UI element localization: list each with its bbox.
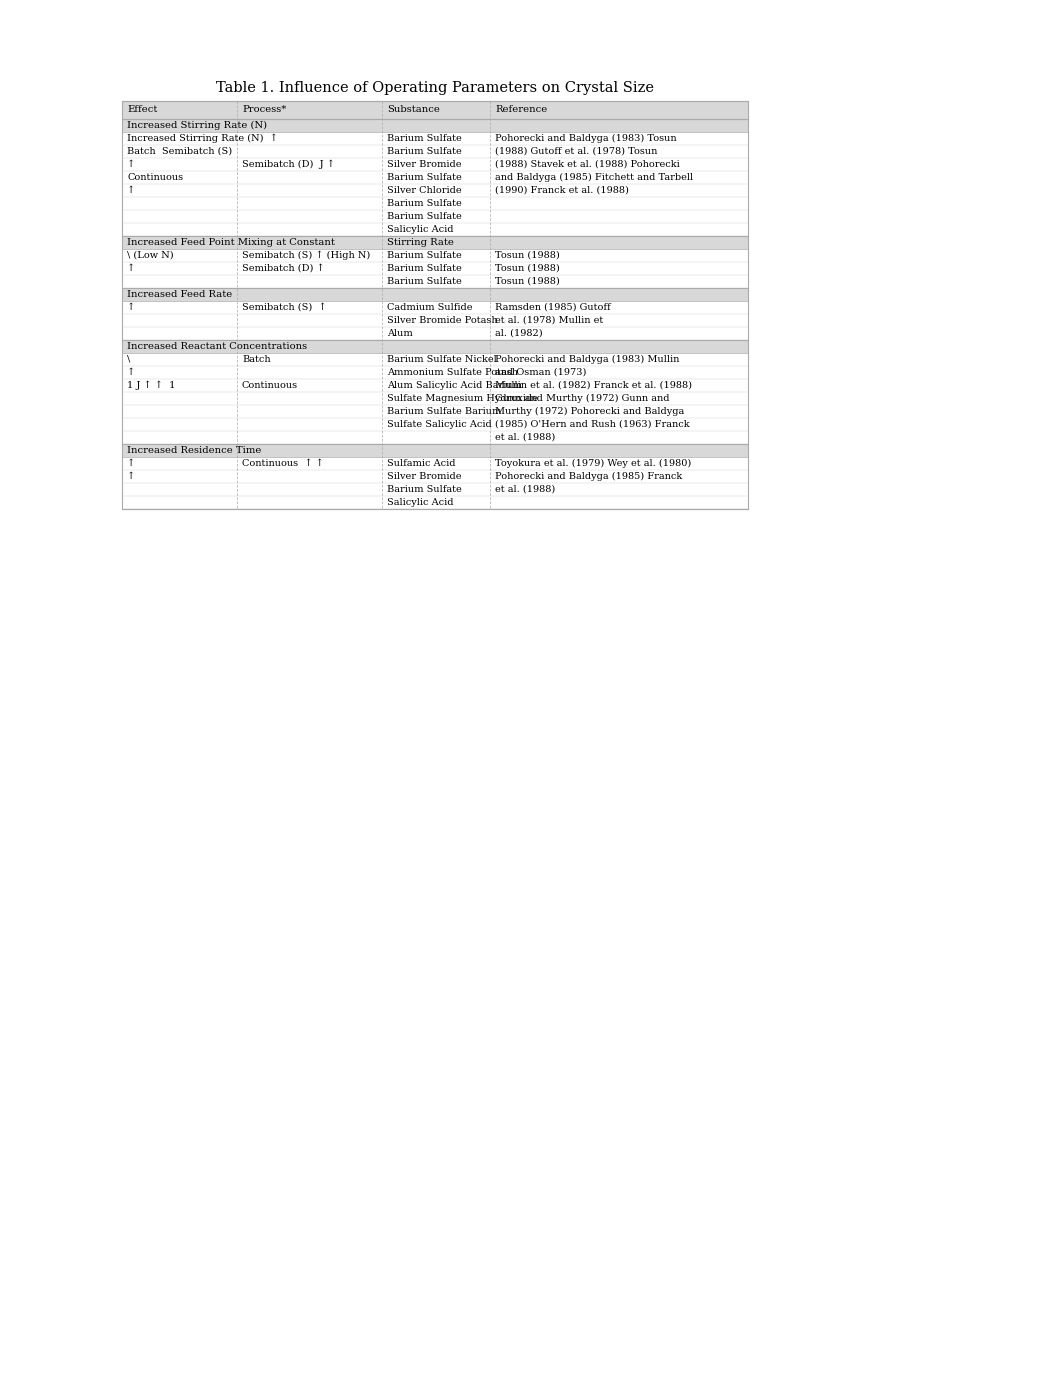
Text: ↑: ↑ <box>127 472 135 482</box>
Text: Barium Sulfate: Barium Sulfate <box>387 200 462 208</box>
Text: ↑: ↑ <box>127 303 135 312</box>
Text: (1985) O'Hern and Rush (1963) Franck: (1985) O'Hern and Rush (1963) Franck <box>495 420 689 429</box>
Text: and Osman (1973): and Osman (1973) <box>495 367 586 377</box>
Text: Effect: Effect <box>127 106 157 114</box>
Text: ↑: ↑ <box>127 367 135 377</box>
Text: Silver Bromide Potash: Silver Bromide Potash <box>387 316 498 325</box>
Text: Salicylic Acid: Salicylic Acid <box>387 226 453 234</box>
Text: ↑: ↑ <box>127 460 135 468</box>
Text: Murthy (1972) Pohorecki and Baldyga: Murthy (1972) Pohorecki and Baldyga <box>495 407 684 416</box>
Text: Process*: Process* <box>242 106 287 114</box>
Text: Gunn and Murthy (1972) Gunn and: Gunn and Murthy (1972) Gunn and <box>495 394 669 403</box>
Text: Barium Sulfate: Barium Sulfate <box>387 173 462 182</box>
Text: Semibatch (D) ↑: Semibatch (D) ↑ <box>242 264 325 272</box>
Text: Alum Salicylic Acid Barium: Alum Salicylic Acid Barium <box>387 381 523 389</box>
Text: Continuous: Continuous <box>127 173 183 182</box>
Text: Barium Sulfate Nickel: Barium Sulfate Nickel <box>387 355 497 365</box>
Text: Increased Stirring Rate (N)  ↑: Increased Stirring Rate (N) ↑ <box>127 133 278 143</box>
Text: and Baldyga (1985) Fitchett and Tarbell: and Baldyga (1985) Fitchett and Tarbell <box>495 173 693 182</box>
Text: Barium Sulfate: Barium Sulfate <box>387 250 462 260</box>
Text: Semibatch (S)  ↑: Semibatch (S) ↑ <box>242 303 327 312</box>
Text: Increased Feed Point Mixing at Constant: Increased Feed Point Mixing at Constant <box>127 238 335 248</box>
Bar <box>122 237 748 249</box>
Text: Cadmium Sulfide: Cadmium Sulfide <box>387 303 473 312</box>
Bar <box>122 118 748 132</box>
Text: Ammonium Sulfate Potash: Ammonium Sulfate Potash <box>387 367 518 377</box>
Text: Barium Sulfate: Barium Sulfate <box>387 264 462 272</box>
Text: Barium Sulfate: Barium Sulfate <box>387 277 462 286</box>
Text: Sulfamic Acid: Sulfamic Acid <box>387 460 456 468</box>
Text: Tosun (1988): Tosun (1988) <box>495 250 560 260</box>
Text: Salicylic Acid: Salicylic Acid <box>387 498 453 506</box>
Text: Mullin et al. (1982) Franck et al. (1988): Mullin et al. (1982) Franck et al. (1988… <box>495 381 692 389</box>
Text: Substance: Substance <box>387 106 440 114</box>
Text: Semibatch (D)  J ↑: Semibatch (D) J ↑ <box>242 160 335 169</box>
Text: Stirring Rate: Stirring Rate <box>387 238 453 248</box>
Text: Alum: Alum <box>387 329 413 338</box>
Text: Table 1. Influence of Operating Parameters on Crystal Size: Table 1. Influence of Operating Paramete… <box>216 81 654 95</box>
Text: Barium Sulfate: Barium Sulfate <box>387 212 462 222</box>
Text: Tosun (1988): Tosun (1988) <box>495 264 560 272</box>
Text: \ (Low N): \ (Low N) <box>127 250 173 260</box>
Text: et al. (1988): et al. (1988) <box>495 433 555 442</box>
Text: Sulfate Magnesium Hydroxide: Sulfate Magnesium Hydroxide <box>387 394 537 403</box>
Text: ↑: ↑ <box>127 160 135 169</box>
Text: Tosun (1988): Tosun (1988) <box>495 277 560 286</box>
Bar <box>122 100 748 118</box>
Text: Reference: Reference <box>495 106 547 114</box>
Text: Batch  Semibatch (S): Batch Semibatch (S) <box>127 147 233 155</box>
Bar <box>122 340 748 354</box>
Text: Barium Sulfate: Barium Sulfate <box>387 133 462 143</box>
Bar <box>122 100 748 509</box>
Text: et al. (1978) Mullin et: et al. (1978) Mullin et <box>495 316 603 325</box>
Text: Pohorecki and Baldyga (1983) Mullin: Pohorecki and Baldyga (1983) Mullin <box>495 355 680 365</box>
Text: ↑: ↑ <box>127 186 135 195</box>
Bar <box>122 288 748 301</box>
Text: Increased Stirring Rate (N): Increased Stirring Rate (N) <box>127 121 268 131</box>
Text: Increased Reactant Concentrations: Increased Reactant Concentrations <box>127 343 307 351</box>
Text: Increased Feed Rate: Increased Feed Rate <box>127 290 233 299</box>
Text: Silver Bromide: Silver Bromide <box>387 160 462 169</box>
Text: Pohorecki and Baldyga (1983) Tosun: Pohorecki and Baldyga (1983) Tosun <box>495 133 676 143</box>
Text: Barium Sulfate Barium: Barium Sulfate Barium <box>387 407 501 416</box>
Text: (1990) Franck et al. (1988): (1990) Franck et al. (1988) <box>495 186 629 195</box>
Text: Silver Chloride: Silver Chloride <box>387 186 462 195</box>
Text: \: \ <box>127 355 131 365</box>
Text: Toyokura et al. (1979) Wey et al. (1980): Toyokura et al. (1979) Wey et al. (1980) <box>495 460 691 468</box>
Text: (1988) Stavek et al. (1988) Pohorecki: (1988) Stavek et al. (1988) Pohorecki <box>495 160 680 169</box>
Text: Pohorecki and Baldyga (1985) Franck: Pohorecki and Baldyga (1985) Franck <box>495 472 682 482</box>
Text: et al. (1988): et al. (1988) <box>495 484 555 494</box>
Text: Silver Bromide: Silver Bromide <box>387 472 462 482</box>
Text: Barium Sulfate: Barium Sulfate <box>387 484 462 494</box>
Text: 1 J ↑ ↑  1: 1 J ↑ ↑ 1 <box>127 381 175 391</box>
Text: Continuous  ↑ ↑: Continuous ↑ ↑ <box>242 460 324 468</box>
Text: Semibatch (S) ↑ (High N): Semibatch (S) ↑ (High N) <box>242 250 371 260</box>
Text: Ramsden (1985) Gutoff: Ramsden (1985) Gutoff <box>495 303 611 312</box>
Text: Sulfate Salicylic Acid: Sulfate Salicylic Acid <box>387 420 492 429</box>
Text: (1988) Gutoff et al. (1978) Tosun: (1988) Gutoff et al. (1978) Tosun <box>495 147 657 155</box>
Text: Barium Sulfate: Barium Sulfate <box>387 147 462 155</box>
Text: Increased Residence Time: Increased Residence Time <box>127 446 261 455</box>
Bar <box>122 444 748 457</box>
Text: Batch: Batch <box>242 355 271 365</box>
Text: ↑: ↑ <box>127 264 135 272</box>
Text: Continuous: Continuous <box>242 381 298 389</box>
Text: al. (1982): al. (1982) <box>495 329 543 338</box>
